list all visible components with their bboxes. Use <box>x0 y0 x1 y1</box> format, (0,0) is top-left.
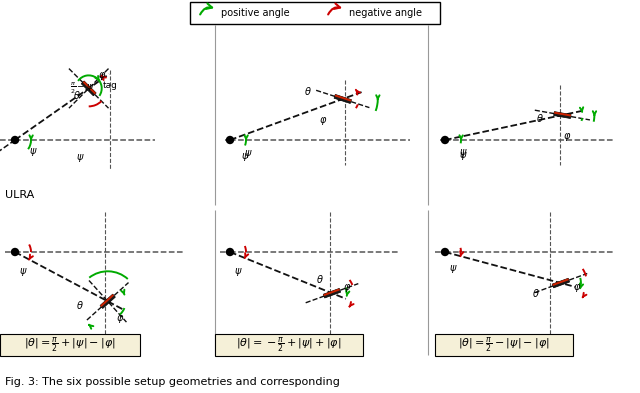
Text: $\psi$: $\psi$ <box>449 263 458 275</box>
Bar <box>215 334 363 356</box>
Text: $|\theta|=-\frac{\pi}{2}+|\psi|+|\varphi|$: $|\theta|=-\frac{\pi}{2}+|\psi|+|\varphi… <box>236 336 342 354</box>
Circle shape <box>227 136 234 143</box>
Text: $\theta$: $\theta$ <box>76 299 84 311</box>
Text: $|\theta|=\frac{\pi}{2}+|\psi|-|\varphi|$: $|\theta|=\frac{\pi}{2}+|\psi|-|\varphi|… <box>24 336 116 354</box>
Text: $\varphi$: $\varphi$ <box>563 131 572 143</box>
Text: $\psi$: $\psi$ <box>459 150 467 162</box>
Polygon shape <box>334 94 351 103</box>
Text: $\psi$: $\psi$ <box>234 266 243 278</box>
Text: $\theta$: $\theta$ <box>316 273 324 285</box>
Text: $\psi$: $\psi$ <box>76 152 84 164</box>
Text: $\theta$: $\theta$ <box>536 112 544 124</box>
Bar <box>0 334 140 356</box>
Polygon shape <box>100 294 114 307</box>
Bar <box>435 334 573 356</box>
Text: $\theta$: $\theta$ <box>532 287 540 299</box>
Text: positive angle: positive angle <box>221 8 290 18</box>
Text: $\psi$: $\psi$ <box>29 146 37 158</box>
Circle shape <box>12 136 19 143</box>
Circle shape <box>227 248 234 255</box>
Text: $\frac{\pi}{2}-\psi$: $\frac{\pi}{2}-\psi$ <box>70 81 94 95</box>
Circle shape <box>442 248 449 255</box>
Polygon shape <box>335 94 351 101</box>
Text: $\psi$: $\psi$ <box>459 147 467 159</box>
Text: tag: tag <box>103 81 118 90</box>
Text: ULRA: ULRA <box>5 190 35 200</box>
Text: $\varphi$: $\varphi$ <box>319 115 327 127</box>
Text: $\theta$: $\theta$ <box>304 85 312 97</box>
Polygon shape <box>552 278 570 288</box>
Circle shape <box>12 248 19 255</box>
Text: $|\theta|=\frac{\pi}{2}-|\psi|-|\varphi|$: $|\theta|=\frac{\pi}{2}-|\psi|-|\varphi|… <box>458 336 550 354</box>
Polygon shape <box>100 294 115 309</box>
Text: negative angle: negative angle <box>349 8 422 18</box>
Polygon shape <box>552 278 569 286</box>
Text: $\varphi$: $\varphi$ <box>97 70 106 83</box>
Text: $\psi$: $\psi$ <box>244 148 252 160</box>
Text: Fig. 3: The six possible setup geometries and corresponding: Fig. 3: The six possible setup geometrie… <box>5 377 340 387</box>
Polygon shape <box>323 288 340 296</box>
Text: $\varphi$: $\varphi$ <box>573 282 581 294</box>
Circle shape <box>442 136 449 143</box>
Polygon shape <box>554 112 571 117</box>
Text: $\psi$: $\psi$ <box>241 151 250 163</box>
Polygon shape <box>554 112 571 119</box>
Text: $\varphi$: $\varphi$ <box>116 313 124 325</box>
Polygon shape <box>323 288 340 298</box>
Text: $\theta$: $\theta$ <box>73 89 81 101</box>
Text: $\varphi$: $\varphi$ <box>343 282 351 294</box>
Polygon shape <box>81 81 96 96</box>
Text: $\psi$: $\psi$ <box>19 266 28 278</box>
Bar <box>190 2 440 24</box>
Polygon shape <box>83 81 96 94</box>
